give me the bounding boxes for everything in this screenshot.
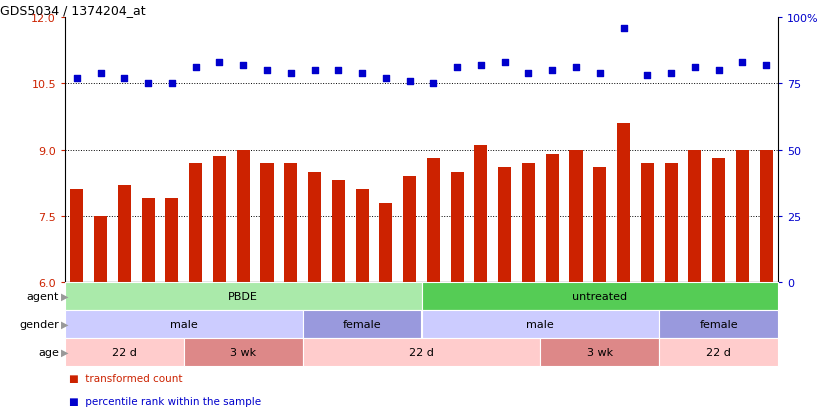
Bar — [593, 168, 606, 282]
Bar — [540, 338, 659, 366]
Text: agent: agent — [26, 291, 59, 301]
Point — [760, 62, 773, 69]
Text: age: age — [38, 347, 59, 357]
Bar — [474, 146, 487, 282]
Point — [189, 65, 202, 71]
Bar — [70, 190, 83, 282]
Bar — [641, 164, 654, 282]
Point — [617, 25, 630, 32]
Bar — [617, 124, 630, 282]
Point — [664, 70, 677, 77]
Point — [284, 70, 297, 77]
Bar — [65, 282, 421, 310]
Bar — [664, 164, 677, 282]
Point — [546, 67, 559, 74]
Bar — [94, 216, 107, 282]
Bar — [421, 310, 659, 338]
Point — [569, 65, 582, 71]
Text: 22 d: 22 d — [112, 347, 137, 357]
Bar — [659, 338, 778, 366]
Point — [403, 78, 416, 85]
Text: GDS5034 / 1374204_at: GDS5034 / 1374204_at — [0, 4, 145, 17]
Point — [213, 59, 226, 66]
Text: ▶: ▶ — [61, 319, 69, 329]
Bar — [379, 203, 392, 282]
Point — [70, 76, 83, 82]
Bar — [260, 164, 273, 282]
Bar — [213, 157, 226, 282]
Point — [379, 76, 392, 82]
Text: male: male — [170, 319, 197, 329]
Bar — [237, 150, 249, 282]
Point — [165, 81, 178, 88]
Bar — [65, 338, 184, 366]
Point — [450, 65, 463, 71]
Bar — [332, 181, 344, 282]
Text: 22 d: 22 d — [409, 347, 434, 357]
Bar — [284, 164, 297, 282]
Point — [427, 81, 440, 88]
Bar — [308, 172, 321, 282]
Text: PBDE: PBDE — [228, 291, 259, 301]
Bar — [421, 282, 778, 310]
Bar — [184, 338, 302, 366]
Bar — [569, 150, 582, 282]
Point — [260, 67, 273, 74]
Bar — [736, 150, 749, 282]
Bar — [65, 310, 302, 338]
Text: ▶: ▶ — [61, 347, 69, 357]
Point — [308, 67, 321, 74]
Text: male: male — [526, 319, 554, 329]
Point — [141, 81, 154, 88]
Text: female: female — [700, 319, 738, 329]
Point — [593, 70, 606, 77]
Point — [712, 67, 725, 74]
Text: ■  transformed count: ■ transformed count — [69, 373, 183, 383]
Point — [332, 67, 345, 74]
Bar — [165, 199, 178, 282]
Point — [118, 76, 131, 82]
Bar — [118, 185, 131, 282]
Bar — [712, 159, 725, 282]
Text: 3 wk: 3 wk — [230, 347, 256, 357]
Bar — [427, 159, 440, 282]
Text: 3 wk: 3 wk — [586, 347, 613, 357]
Point — [736, 59, 749, 66]
Bar — [403, 177, 416, 282]
Bar — [302, 310, 421, 338]
Bar — [451, 172, 463, 282]
Point — [94, 70, 107, 77]
Bar — [760, 150, 772, 282]
Point — [474, 62, 487, 69]
Bar — [189, 164, 202, 282]
Bar — [546, 154, 558, 282]
Bar — [522, 164, 535, 282]
Bar — [688, 150, 701, 282]
Point — [498, 59, 511, 66]
Bar — [659, 310, 778, 338]
Bar — [141, 199, 154, 282]
Bar — [302, 338, 540, 366]
Point — [236, 62, 249, 69]
Text: ■  percentile rank within the sample: ■ percentile rank within the sample — [69, 396, 261, 406]
Point — [688, 65, 701, 71]
Text: gender: gender — [20, 319, 59, 329]
Point — [355, 70, 368, 77]
Point — [522, 70, 535, 77]
Point — [641, 73, 654, 79]
Text: 22 d: 22 d — [706, 347, 731, 357]
Text: female: female — [343, 319, 382, 329]
Text: ▶: ▶ — [61, 291, 69, 301]
Bar — [498, 168, 511, 282]
Text: untreated: untreated — [572, 291, 627, 301]
Bar — [355, 190, 368, 282]
